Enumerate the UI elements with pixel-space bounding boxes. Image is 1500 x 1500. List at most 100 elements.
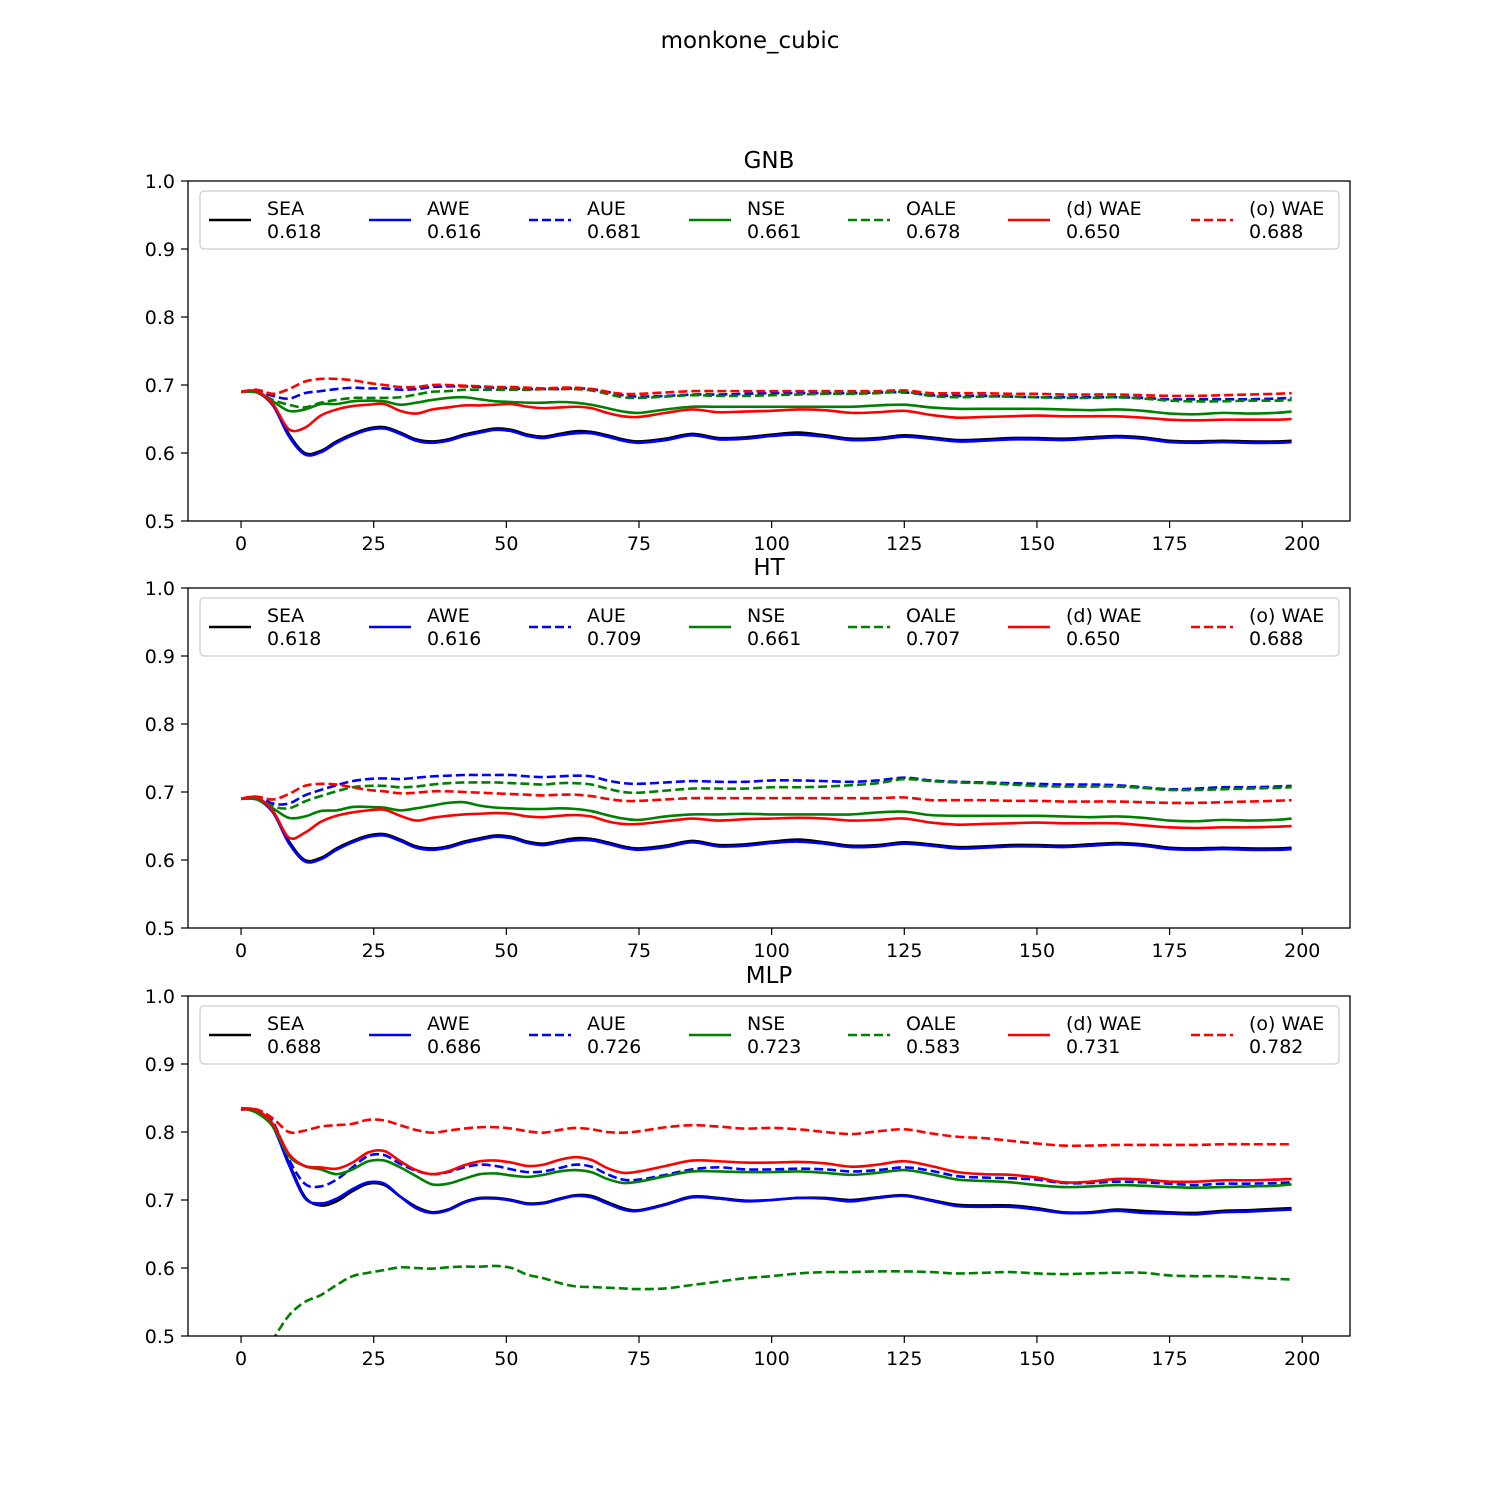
x-tick-label-gnb-25: 25 (362, 533, 386, 555)
y-tick-label-mlp-0.7: 0.7 (145, 1190, 175, 1212)
legend-score-ht-awe: 0.616 (427, 628, 481, 650)
subplots: GNB 0 25 50 75 100 125 150 175 200 0.5 0.6 0.7 0.8 0.9… (145, 148, 1351, 1370)
series-line-ht-aue (240, 773, 1292, 806)
y-tick-label-ht-0.7: 0.7 (145, 782, 175, 804)
y-tick-label-ht-0.5: 0.5 (145, 918, 175, 940)
x-tick-label-ht-175: 175 (1151, 940, 1187, 962)
x-tick-label-ht-50: 50 (494, 940, 518, 962)
y-tick-label-gnb-1: 1.0 (145, 171, 175, 193)
legend-label-gnb-nse: NSE (747, 198, 785, 220)
plot-frame-mlp (187, 995, 1351, 1337)
x-tick-label-mlp-125: 125 (886, 1348, 922, 1370)
legend-score-gnb-oale: 0.678 (906, 221, 960, 243)
legend-label-ht-sea: SEA (267, 605, 304, 627)
x-tick-label-mlp-200: 200 (1284, 1348, 1320, 1370)
subplot-gnb: GNB 0 25 50 75 100 125 150 175 200 0.5 0.6 0.7 0.8 0.9… (145, 148, 1351, 555)
legend-box-ht (199, 597, 1340, 657)
series-line-ht-o-wae (240, 782, 1292, 805)
x-tick-label-mlp-50: 50 (494, 1348, 518, 1370)
y-tick-label-gnb-0.8: 0.8 (145, 307, 175, 329)
series-line-gnb-aue (240, 384, 1292, 401)
plot-frame-ht (187, 587, 1351, 929)
x-tick-label-mlp-0: 0 (235, 1348, 247, 1370)
legend-score-ht-d-wae: 0.650 (1066, 628, 1120, 650)
legend-score-mlp-awe: 0.686 (427, 1036, 481, 1058)
series-line-gnb-awe (241, 389, 1292, 457)
legend-label-ht-o-wae: (o) WAE (1249, 605, 1324, 627)
y-tick-label-mlp-0.8: 0.8 (145, 1122, 175, 1144)
legend-label-mlp-nse: NSE (747, 1013, 785, 1035)
legend-label-ht-nse: NSE (747, 605, 785, 627)
subplot-title-gnb: GNB (744, 148, 795, 174)
series-line-ht-oale (240, 777, 1292, 810)
legend-label-mlp-oale: OALE (906, 1013, 956, 1035)
x-tick-label-mlp-25: 25 (362, 1348, 386, 1370)
legend-label-gnb-sea: SEA (267, 198, 304, 220)
series-line-mlp-oale (273, 1264, 1292, 1336)
y-tick-label-mlp-0.5: 0.5 (145, 1326, 175, 1348)
legend-label-ht-oale: OALE (906, 605, 956, 627)
legend-score-mlp-nse: 0.723 (747, 1036, 801, 1058)
legend-label-gnb-o-wae: (o) WAE (1249, 198, 1324, 220)
x-tick-label-ht-25: 25 (362, 940, 386, 962)
series-line-mlp-nse (240, 1106, 1292, 1190)
y-tick-label-gnb-0.6: 0.6 (145, 443, 175, 465)
x-tick-label-gnb-200: 200 (1284, 533, 1320, 555)
subplot-mlp: MLP 0 25 50 75 100 125 150 175 200 0.5 0.6 0.7 0.8 0.9… (145, 963, 1351, 1370)
x-tick-label-gnb-125: 125 (886, 533, 922, 555)
x-tick-label-ht-200: 200 (1284, 940, 1320, 962)
legend-box-gnb (199, 190, 1340, 250)
series-line-gnb-sea (240, 389, 1292, 456)
series-line-ht-nse (241, 797, 1292, 823)
subplot-title-mlp: MLP (746, 963, 793, 989)
legend-label-gnb-oale: OALE (906, 198, 956, 220)
legend-score-gnb-nse: 0.661 (747, 221, 801, 243)
series-line-mlp-awe (240, 1106, 1292, 1216)
legend-score-ht-o-wae: 0.688 (1249, 628, 1303, 650)
legend-label-mlp-aue: AUE (587, 1013, 626, 1035)
x-tick-label-mlp-75: 75 (627, 1348, 651, 1370)
series-line-gnb-d-wae (240, 389, 1292, 433)
series-line-mlp-aue (241, 1107, 1292, 1189)
series-line-ht-awe (241, 796, 1292, 864)
legend-score-gnb-awe: 0.616 (427, 221, 481, 243)
series-line-ht-d-wae (240, 795, 1292, 841)
legend-score-gnb-o-wae: 0.688 (1249, 221, 1303, 243)
legend-box-mlp (199, 1005, 1340, 1065)
legend-score-ht-nse: 0.661 (747, 628, 801, 650)
x-tick-label-gnb-75: 75 (627, 533, 651, 555)
x-tick-label-mlp-175: 175 (1151, 1348, 1187, 1370)
y-tick-label-gnb-0.9: 0.9 (145, 239, 175, 261)
series-line-ht-sea (240, 796, 1292, 863)
legend-score-gnb-d-wae: 0.650 (1066, 221, 1120, 243)
legend-score-gnb-sea: 0.618 (267, 221, 321, 243)
series-lines-mlp (240, 1106, 1292, 1336)
series-line-mlp-o-wae (241, 1107, 1292, 1148)
plot-frame-gnb (187, 180, 1351, 522)
x-tick-label-gnb-150: 150 (1019, 533, 1055, 555)
legend-score-mlp-aue: 0.726 (587, 1036, 641, 1058)
legend-score-ht-aue: 0.709 (587, 628, 641, 650)
y-tick-label-mlp-0.9: 0.9 (145, 1054, 175, 1076)
series-line-gnb-oale (240, 387, 1292, 409)
series-lines-gnb (240, 377, 1292, 457)
legend-label-ht-aue: AUE (587, 605, 626, 627)
legend-score-mlp-d-wae: 0.731 (1066, 1036, 1120, 1058)
legend-score-mlp-sea: 0.688 (267, 1036, 321, 1058)
x-tick-label-gnb-0: 0 (235, 533, 247, 555)
series-line-mlp-d-wae (240, 1106, 1292, 1184)
y-tick-label-ht-0.8: 0.8 (145, 714, 175, 736)
x-tick-label-gnb-100: 100 (754, 533, 790, 555)
subplot-title-ht: HT (753, 555, 785, 581)
x-tick-label-gnb-175: 175 (1151, 533, 1187, 555)
x-tick-label-gnb-50: 50 (494, 533, 518, 555)
x-tick-label-ht-100: 100 (754, 940, 790, 962)
series-line-gnb-nse (241, 390, 1292, 416)
legend-label-mlp-awe: AWE (427, 1013, 470, 1035)
legend-label-mlp-o-wae: (o) WAE (1249, 1013, 1324, 1035)
series-lines-ht (240, 773, 1292, 864)
legend-score-ht-oale: 0.707 (906, 628, 960, 650)
legend-label-mlp-sea: SEA (267, 1013, 304, 1035)
